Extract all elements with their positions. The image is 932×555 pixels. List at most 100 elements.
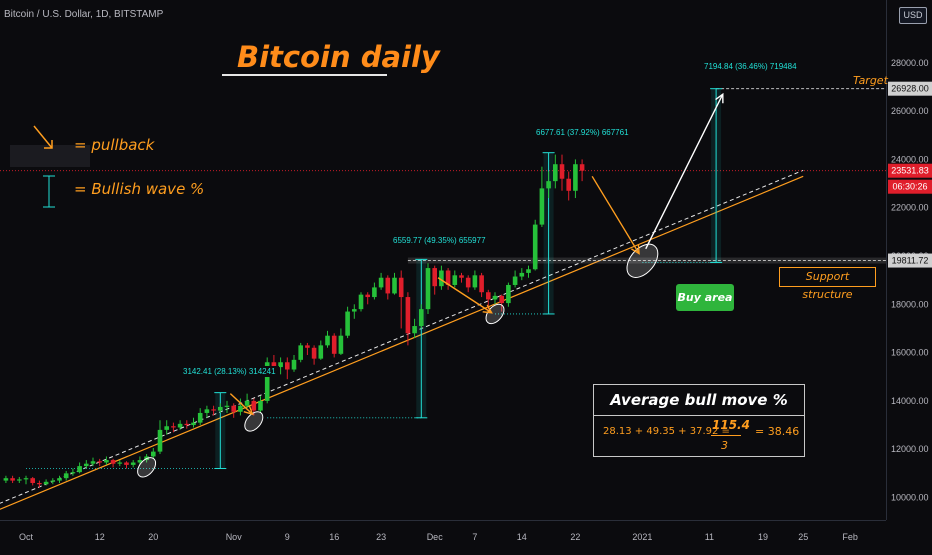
- candle: [566, 178, 571, 191]
- average-numerator: 115.4: [712, 418, 750, 432]
- candle: [285, 362, 290, 370]
- candle: [77, 466, 82, 473]
- candle: [298, 345, 303, 360]
- candle: [224, 405, 230, 407]
- candle: [365, 294, 370, 298]
- candle: [392, 277, 397, 294]
- candle: [151, 451, 156, 457]
- candle: [358, 294, 364, 310]
- pullback-circle: [485, 303, 505, 325]
- average-denominator: 3: [721, 439, 728, 452]
- candle: [559, 164, 565, 179]
- candle: [177, 423, 183, 428]
- candle: [97, 461, 102, 463]
- fraction-line: [711, 435, 741, 436]
- candle: [465, 277, 471, 288]
- candle: [204, 409, 210, 413]
- candle: [311, 347, 317, 359]
- candle: [104, 460, 109, 463]
- candle: [486, 292, 491, 300]
- pullback-arrow-head: [243, 405, 254, 416]
- candle: [57, 478, 62, 481]
- candle: [244, 400, 250, 406]
- candle: [412, 326, 417, 334]
- candle: [137, 460, 143, 463]
- heading-underline: [222, 74, 387, 76]
- target-label: Target: [853, 74, 888, 87]
- time-axis[interactable]: [0, 520, 886, 551]
- candle: [439, 270, 444, 287]
- pullback-arrow: [591, 175, 640, 254]
- wave-label: 6559.77 (49.35%) 655977: [390, 235, 489, 246]
- candle: [238, 405, 243, 412]
- candle: [171, 426, 176, 428]
- candle: [318, 345, 324, 359]
- candle: [405, 297, 411, 334]
- candle: [579, 164, 585, 171]
- candle: [271, 362, 277, 368]
- pullback-arrow: [229, 393, 253, 415]
- support-zone: [407, 257, 886, 264]
- average-bull-move-box: Average bull move % 28.13 + 49.35 + 37.9…: [593, 384, 805, 457]
- candle: [231, 405, 236, 412]
- average-equation: 28.13 + 49.35 + 37.92 =: [603, 426, 730, 437]
- candle: [506, 284, 511, 304]
- candle: [278, 362, 283, 368]
- legend-wave-label: = Bullish wave %: [74, 180, 205, 198]
- candle: [30, 478, 35, 484]
- candle: [512, 276, 518, 285]
- candle: [305, 345, 310, 348]
- candle: [372, 287, 377, 298]
- candle: [70, 472, 76, 474]
- candle: [251, 400, 257, 411]
- candle: [519, 272, 525, 277]
- candle: [37, 483, 42, 485]
- price-axis[interactable]: [886, 0, 932, 520]
- candle: [90, 461, 96, 464]
- candle: [331, 335, 337, 354]
- legend-pullback-label: = pullback: [74, 136, 155, 154]
- candle: [130, 462, 136, 465]
- candle: [345, 311, 350, 336]
- candle: [472, 275, 478, 288]
- candle: [110, 460, 116, 464]
- buy-area-label: Buy area: [676, 284, 734, 311]
- candle: [398, 277, 404, 298]
- candle: [197, 412, 203, 423]
- currency-button[interactable]: USD: [899, 7, 927, 24]
- projection-arrow: [645, 93, 724, 250]
- pullback-arrow-head: [631, 244, 640, 255]
- candle: [539, 188, 545, 225]
- wave-measure-icon: [43, 175, 55, 208]
- support-structure-label: Support structure: [779, 267, 876, 301]
- candle: [211, 409, 216, 411]
- candle: [425, 268, 431, 310]
- pullback-arrow: [437, 277, 493, 314]
- candle: [432, 268, 437, 287]
- candle: [492, 295, 498, 300]
- candle: [157, 429, 163, 452]
- projection-arrow-head: [715, 92, 724, 104]
- candle: [546, 181, 551, 189]
- pullback-arrow-icon: [33, 125, 53, 149]
- candle: [117, 462, 123, 464]
- candle: [124, 462, 129, 465]
- candle: [264, 362, 270, 401]
- trendline-dashed: [0, 169, 804, 504]
- candle: [23, 478, 29, 480]
- trendline: [0, 175, 804, 510]
- candle: [10, 478, 15, 481]
- candle: [452, 275, 458, 285]
- candle: [499, 295, 504, 304]
- candle: [385, 277, 391, 294]
- pullback-circle: [244, 411, 264, 432]
- wave-label: 7194.84 (36.46%) 719484: [701, 61, 800, 72]
- candle: [50, 480, 56, 482]
- candle: [63, 473, 69, 479]
- candle: [479, 275, 484, 293]
- candle: [17, 479, 22, 481]
- candle: [291, 359, 297, 370]
- pullback-circle: [626, 243, 659, 278]
